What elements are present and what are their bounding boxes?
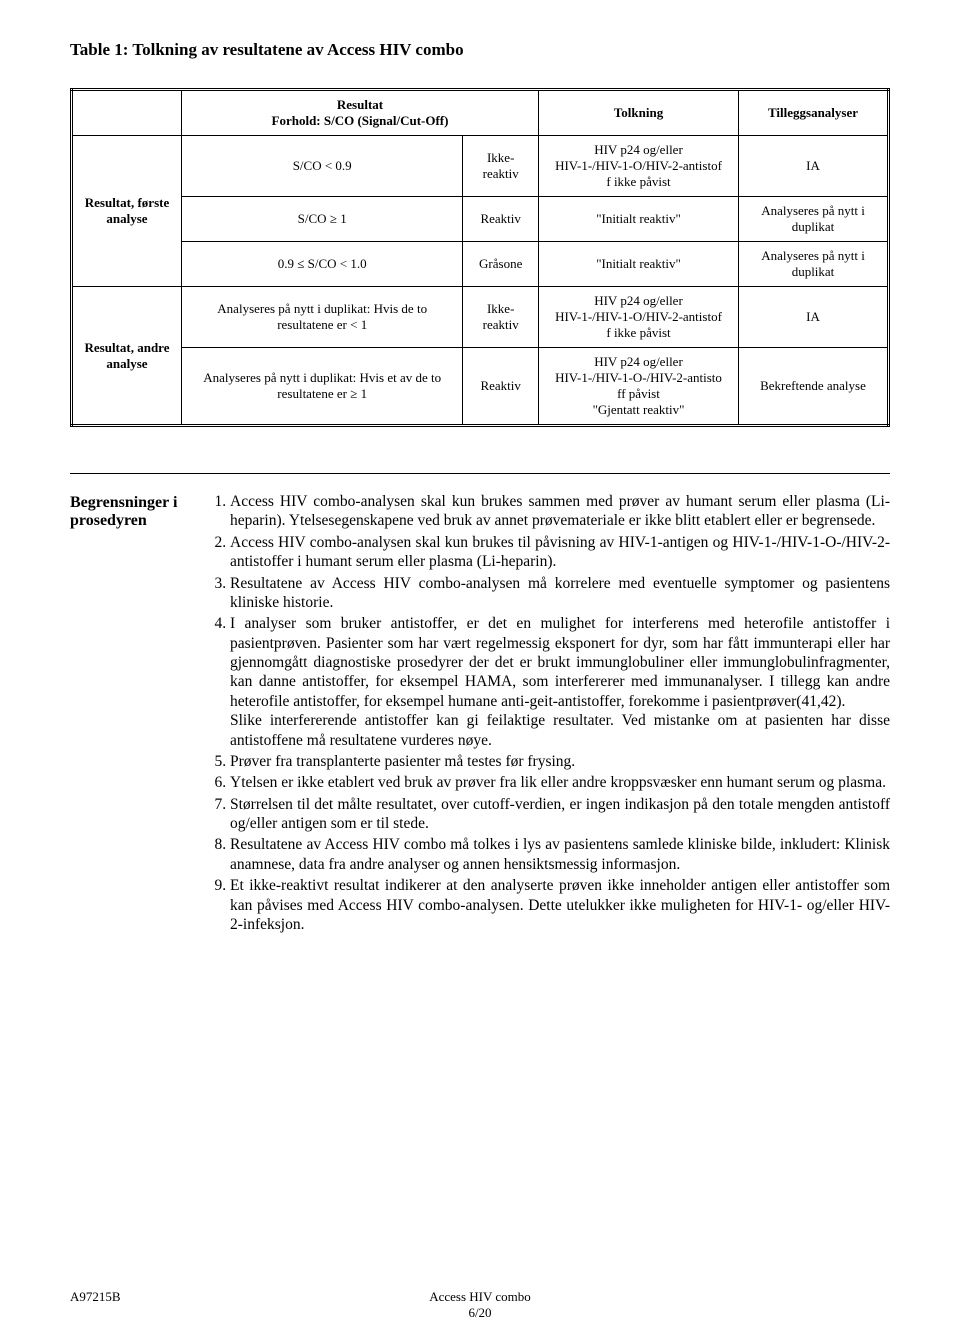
section-heading: Begrensninger i prosedyren <box>70 492 190 936</box>
cell-till: Bekreftende analyse <box>739 348 889 426</box>
row-second-analysis-head: Resultat, andre analyse <box>72 287 182 426</box>
list-item: Et ikke-reaktivt resultat indikerer at d… <box>230 876 890 934</box>
cell-ratio: Analyseres på nytt i duplikat: Hvis de t… <box>182 287 463 348</box>
page: Table 1: Tolkning av resultatene av Acce… <box>0 0 960 1329</box>
cell-ratio: S/CO ≥ 1 <box>182 197 463 242</box>
th-tillegg: Tilleggsanalyser <box>739 90 889 136</box>
list-item: Ytelsen er ikke etablert ved bruk av prø… <box>230 773 890 792</box>
th-ratio: Resultat Forhold: S/CO (Signal/Cut-Off) <box>182 90 539 136</box>
cell-ratio: 0.9 ≤ S/CO < 1.0 <box>182 242 463 287</box>
footer-page-number: 6/20 <box>70 1305 890 1321</box>
limitations-body: Access HIV combo-analysen skal kun bruke… <box>208 492 890 936</box>
footer-center: Access HIV combo <box>70 1289 890 1305</box>
cell-tolk: HIV p24 og/eller HIV-1-/HIV-1-O/HIV-2-an… <box>539 136 739 197</box>
list-item: Resultatene av Access HIV combo-analysen… <box>230 574 890 613</box>
cell-till: IA <box>739 136 889 197</box>
cell-ratio: S/CO < 0.9 <box>182 136 463 197</box>
cell-tolk: "Initialt reaktiv" <box>539 197 739 242</box>
cell-tolk: "Initialt reaktiv" <box>539 242 739 287</box>
table-title: Table 1: Tolkning av resultatene av Acce… <box>70 40 890 60</box>
cell-till: IA <box>739 287 889 348</box>
list-item: Access HIV combo-analysen skal kun bruke… <box>230 533 890 572</box>
cell-till: Analyseres på nytt i duplikat <box>739 242 889 287</box>
limitations-list: Access HIV combo-analysen skal kun bruke… <box>208 492 890 934</box>
list-item: Størrelsen til det målte resultatet, ove… <box>230 795 890 834</box>
list-item: Access HIV combo-analysen skal kun bruke… <box>230 492 890 531</box>
list-item: Resultatene av Access HIV combo må tolke… <box>230 835 890 874</box>
cell-react: Gråsone <box>463 242 539 287</box>
cell-react: Reaktiv <box>463 197 539 242</box>
cell-react: Reaktiv <box>463 348 539 426</box>
cell-react: Ikke-reaktiv <box>463 287 539 348</box>
cell-till: Analyseres på nytt i duplikat <box>739 197 889 242</box>
list-item: Prøver fra transplanterte pasienter må t… <box>230 752 890 771</box>
row-first-analysis-head: Resultat, første analyse <box>72 136 182 287</box>
cell-react: Ikke-reaktiv <box>463 136 539 197</box>
cell-ratio: Analyseres på nytt i duplikat: Hvis et a… <box>182 348 463 426</box>
list-item: I analyser som bruker antistoffer, er de… <box>230 614 890 750</box>
cell-tolk: HIV p24 og/eller HIV-1-/HIV-1-O-/HIV-2-a… <box>539 348 739 426</box>
th-tolkning: Tolkning <box>539 90 739 136</box>
interpretation-table: Resultat Forhold: S/CO (Signal/Cut-Off) … <box>70 88 890 427</box>
section-divider <box>70 473 890 474</box>
cell-tolk: HIV p24 og/eller HIV-1-/HIV-1-O/HIV-2-an… <box>539 287 739 348</box>
th-blank <box>72 90 182 136</box>
page-footer: A97215B Access HIV combo 6/20 <box>70 1289 890 1305</box>
